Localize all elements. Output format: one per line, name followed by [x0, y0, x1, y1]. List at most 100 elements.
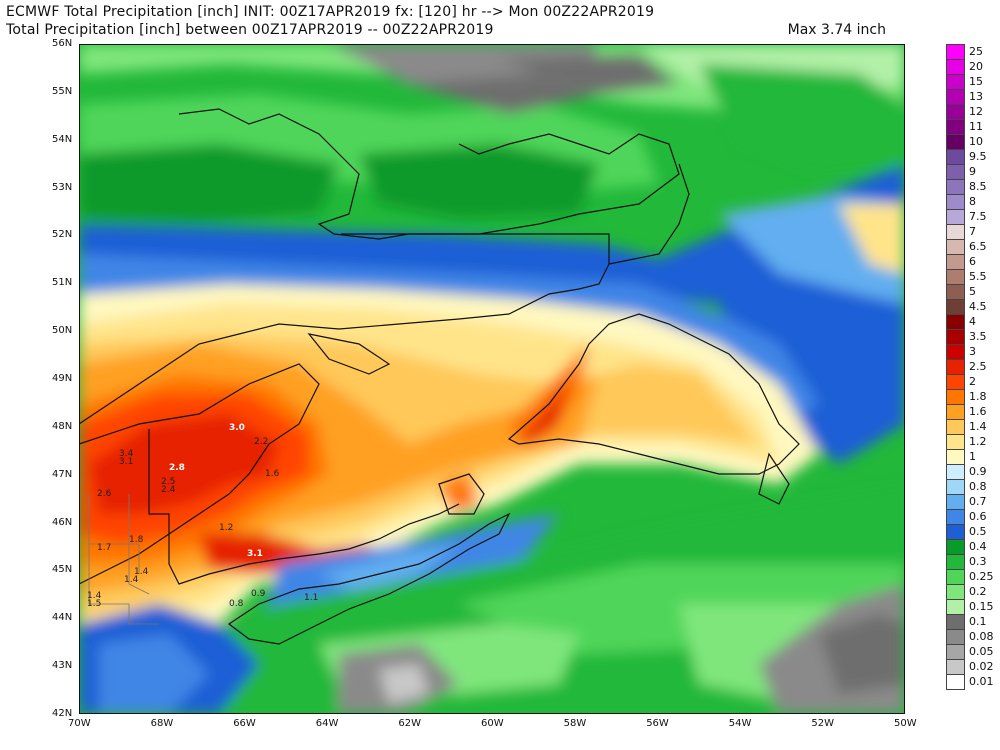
- lon-label: 62W: [398, 718, 422, 729]
- legend-label: 10: [969, 135, 983, 148]
- point-value-label: 3.0: [229, 423, 245, 433]
- legend-swatch: [946, 119, 965, 134]
- point-value-label: 3.1: [247, 549, 263, 559]
- legend-item: 0.8: [946, 479, 1000, 494]
- legend-label: 0.2: [969, 585, 987, 598]
- legend-label: 1.4: [969, 420, 987, 433]
- lat-label: 51N: [52, 277, 73, 289]
- legend-swatch: [946, 74, 965, 89]
- legend-swatch: [946, 629, 965, 644]
- lat-label: 45N: [52, 564, 73, 576]
- point-value-label: 2.6: [97, 489, 112, 499]
- legend-swatch: [946, 134, 965, 149]
- legend-swatch: [946, 554, 965, 569]
- legend-item: 0.3: [946, 554, 1000, 569]
- lat-label: 50N: [52, 325, 73, 337]
- point-value-label: 1.4: [87, 591, 102, 601]
- legend-label: 9.5: [969, 150, 987, 163]
- lat-label: 55N: [52, 85, 73, 97]
- legend-swatch: [946, 284, 965, 299]
- lon-label: 64W: [315, 718, 339, 729]
- point-value-label: 2.8: [169, 463, 185, 473]
- point-value-label: 1.4: [124, 575, 139, 585]
- legend-label: 11: [969, 120, 983, 133]
- legend-swatch: [946, 344, 965, 359]
- legend-label: 15: [969, 75, 983, 88]
- lat-label: 52N: [52, 229, 73, 241]
- legend-item: 9: [946, 164, 1000, 179]
- legend-swatch: [946, 449, 965, 464]
- legend-label: 0.01: [969, 675, 994, 688]
- legend-label: 0.02: [969, 660, 994, 673]
- legend-swatch: [946, 524, 965, 539]
- legend-item: 1.8: [946, 389, 1000, 404]
- point-value-label: 1.2: [219, 523, 233, 533]
- legend-item: 0.7: [946, 494, 1000, 509]
- legend-swatch: [946, 614, 965, 629]
- lat-label: 46N: [52, 516, 73, 528]
- coastline-paths: [79, 108, 800, 645]
- lat-label: 54N: [52, 133, 73, 145]
- lat-label: 42N: [52, 708, 73, 719]
- precipitation-map: 3.0 2.2 3.4 3.1 2.8 2.5 2.4 2.6 1.7 1.8 1.4 1.4 1.5 1…: [79, 44, 905, 714]
- lat-label: 53N: [52, 181, 73, 193]
- map-title-line1: ECMWF Total Precipitation [inch] INIT: 0…: [6, 4, 655, 20]
- legend-swatch: [946, 509, 965, 524]
- legend-label: 2: [969, 375, 976, 388]
- legend-item: 8.5: [946, 179, 1000, 194]
- legend-swatch: [946, 89, 965, 104]
- legend-swatch: [946, 434, 965, 449]
- legend-swatch: [946, 659, 965, 674]
- legend-label: 3: [969, 345, 976, 358]
- legend-swatch: [946, 374, 965, 389]
- legend-swatch: [946, 239, 965, 254]
- legend-label: 0.05: [969, 645, 994, 658]
- precip-legend: 25 20 15 13 12 11 10 9.5 9 8.5 8 7.5 7 6.5 6 5.5 5 4.5 4 3.…: [946, 44, 1000, 709]
- legend-swatch: [946, 479, 965, 494]
- legend-swatch: [946, 164, 965, 179]
- legend-label: 0.1: [969, 615, 987, 628]
- legend-label: 5.5: [969, 270, 987, 283]
- legend-swatch: [946, 644, 965, 659]
- legend-label: 20: [969, 60, 983, 73]
- legend-item: 20: [946, 59, 1000, 74]
- legend-swatch: [946, 419, 965, 434]
- lon-label: 60W: [481, 718, 504, 729]
- legend-item: 0.25: [946, 569, 1000, 584]
- legend-item: 2.5: [946, 359, 1000, 374]
- legend-swatch: [946, 59, 965, 74]
- legend-label: 25: [969, 45, 983, 58]
- legend-label: 1.2: [969, 435, 987, 448]
- legend-item: 0.4: [946, 539, 1000, 554]
- legend-item: 9.5: [946, 149, 1000, 164]
- legend-label: 7: [969, 225, 976, 238]
- point-value-labels: 3.02.23.43.12.82.52.42.61.71.81.41.41.51…: [87, 423, 318, 609]
- lon-label: 66W: [233, 718, 256, 729]
- legend-item: 2: [946, 374, 1000, 389]
- legend-item: 4: [946, 314, 1000, 329]
- legend-swatch: [946, 464, 965, 479]
- legend-label: 0.3: [969, 555, 987, 568]
- legend-label: 6: [969, 255, 976, 268]
- legend-item: 4.5: [946, 299, 1000, 314]
- legend-swatch: [946, 254, 965, 269]
- legend-item: 7.5: [946, 209, 1000, 224]
- legend-swatch: [946, 269, 965, 284]
- legend-item: 0.15: [946, 599, 1000, 614]
- legend-item: 3: [946, 344, 1000, 359]
- legend-item: 15: [946, 74, 1000, 89]
- point-value-label: 0.9: [251, 589, 266, 599]
- point-value-label: 2.5: [161, 477, 175, 487]
- legend-swatch: [946, 569, 965, 584]
- legend-label: 8: [969, 195, 976, 208]
- legend-label: 9: [969, 165, 976, 178]
- lon-label: 54W: [728, 718, 752, 729]
- legend-label: 1.8: [969, 390, 987, 403]
- legend-label: 0.4: [969, 540, 987, 553]
- legend-swatch: [946, 674, 965, 690]
- legend-item: 0.9: [946, 464, 1000, 479]
- legend-swatch: [946, 329, 965, 344]
- point-value-label: 1.7: [97, 543, 111, 553]
- lon-label: 68W: [150, 718, 174, 729]
- legend-item: 0.08: [946, 629, 1000, 644]
